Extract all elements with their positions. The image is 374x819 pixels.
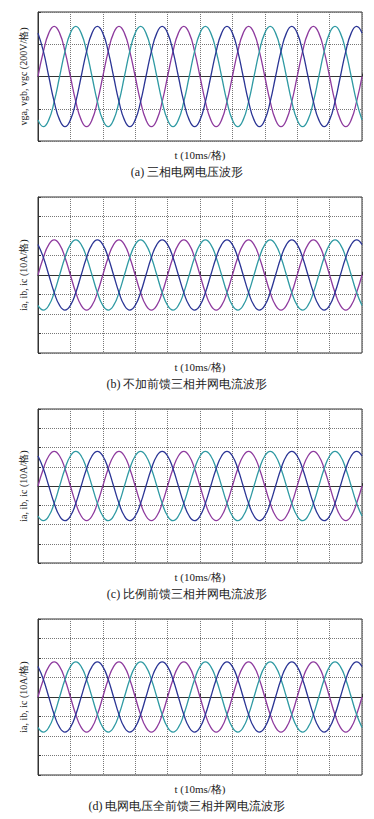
svg-text:(b) 不加前馈三相并网电流波形: (b) 不加前馈三相并网电流波形 bbox=[107, 377, 268, 391]
svg-text:t (10ms/格): t (10ms/格) bbox=[174, 571, 225, 584]
svg-text:(a) 三相电网电压波形: (a) 三相电网电压波形 bbox=[131, 165, 243, 179]
svg-text:(d) 电网电压全前馈三相并网电流波形: (d) 电网电压全前馈三相并网电流波形 bbox=[89, 799, 286, 813]
svg-text:t (10ms/格): t (10ms/格) bbox=[174, 783, 225, 796]
svg-text:ia, ib, ic (10A/格): ia, ib, ic (10A/格) bbox=[18, 661, 30, 732]
svg-text:vga, vgb, vgc (200V/格): vga, vgb, vgc (200V/格) bbox=[18, 27, 30, 125]
svg-text:(c) 比例前馈三相并网电流波形: (c) 比例前馈三相并网电流波形 bbox=[107, 587, 267, 601]
svg-text:ia, ib, ic (10A/格): ia, ib, ic (10A/格) bbox=[18, 239, 30, 310]
svg-text:t (10ms/格): t (10ms/格) bbox=[174, 361, 225, 374]
svg-text:ia, ib, ic (10A/格): ia, ib, ic (10A/格) bbox=[18, 450, 30, 521]
svg-text:t (10ms/格): t (10ms/格) bbox=[174, 149, 225, 162]
